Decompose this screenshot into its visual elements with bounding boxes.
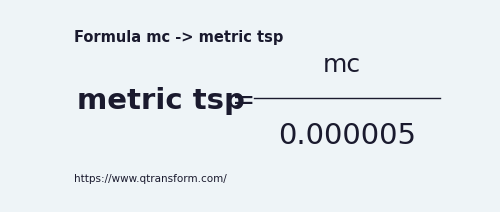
Text: https://www.qtransform.com/: https://www.qtransform.com/: [74, 174, 227, 184]
Text: Formula mc -> metric tsp: Formula mc -> metric tsp: [74, 30, 284, 45]
Text: metric tsp: metric tsp: [78, 87, 245, 115]
Text: 0.000005: 0.000005: [278, 123, 416, 151]
Text: mc: mc: [322, 53, 360, 77]
Text: =: =: [232, 87, 256, 115]
